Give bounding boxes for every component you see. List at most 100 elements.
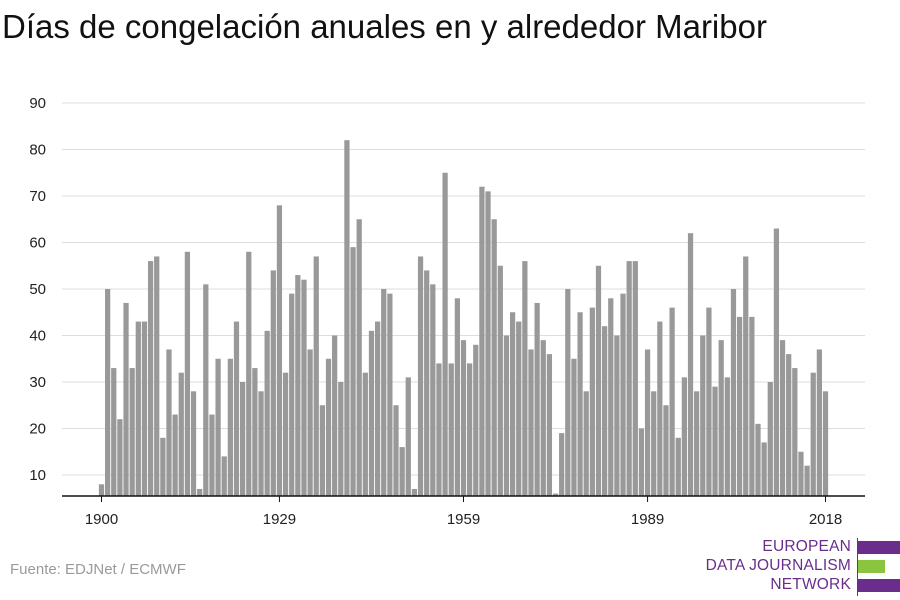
bar-1984 [614,335,620,496]
bar-1933 [301,279,307,496]
bar-1964 [491,219,497,496]
bar-1963 [485,191,491,496]
bar-1979 [583,391,589,496]
bar-1988 [638,428,645,496]
bar-1908 [147,261,154,496]
bar-2013 [792,368,798,496]
bar-1915 [190,391,197,496]
x-tick-label-1900: 1900 [85,511,118,528]
bar-1935 [313,256,319,496]
bar-2000 [712,386,718,496]
bar-1938 [332,335,338,496]
bar-1930 [282,372,289,496]
bar-1901 [105,289,111,496]
x-tick-label-2018: 2018 [809,511,842,528]
y-tick-label-50: 50 [29,281,46,298]
bar-1912 [172,414,178,496]
bar-1980 [589,307,595,496]
bar-1953 [424,270,430,496]
bar-1996 [687,233,694,496]
bar-2010 [773,228,780,497]
bar-1926 [258,391,264,496]
bar-1958 [454,298,460,496]
bar-1993 [669,307,675,496]
bar-1910 [160,437,166,496]
bar-1950 [405,377,411,496]
bar-2015 [804,465,810,496]
bar-1929 [276,205,283,497]
bar-2018 [822,391,829,496]
bar-1924 [246,251,252,496]
logo-bar-green [858,560,885,573]
bar-1944 [368,330,375,496]
bar-1904 [123,302,129,496]
bar-1999 [706,307,712,496]
y-tick-label-80: 80 [29,142,46,159]
bar-1917 [203,284,209,496]
bar-1974 [552,493,559,496]
bar-1977 [571,358,577,496]
bar-1998 [700,335,706,496]
x-tick-label-1959: 1959 [447,511,480,528]
bar-2012 [786,354,792,496]
y-tick-label-90: 90 [29,95,46,112]
bar-1978 [577,312,583,496]
bar-1918 [209,414,215,496]
bar-1911 [166,349,172,496]
bar-1951 [411,488,418,496]
bar-1961 [473,344,479,496]
bar-1900 [98,484,105,496]
bar-2006 [749,316,755,496]
bar-1916 [197,488,203,496]
bar-1985 [620,293,626,496]
bar-1965 [497,265,503,496]
bar-1941 [350,247,356,496]
bar-2011 [779,340,786,496]
logo-line-1: EUROPEAN [762,538,851,555]
bar-1921 [227,358,233,496]
bars [98,140,829,497]
bar-1990 [651,391,657,496]
bar-1955 [436,363,442,496]
logo-divider [857,538,858,596]
bar-1913 [178,372,184,496]
bar-1948 [393,405,399,496]
bar-1981 [595,265,602,496]
bar-1976 [565,289,571,496]
bar-1970 [528,349,534,496]
bar-2008 [761,442,767,496]
bar-1973 [546,354,553,496]
bar-1907 [141,321,148,496]
bar-1991 [657,321,663,496]
bar-1947 [387,293,393,496]
bar-1906 [135,321,141,496]
bar-1945 [374,321,381,496]
bar-1997 [694,391,700,496]
logo-line-3: NETWORK [770,576,851,593]
bar-1920 [221,456,227,496]
bar-1986 [626,261,632,496]
logo-bar-purple-bottom [858,579,900,592]
y-tick-label-20: 20 [29,421,46,438]
bar-1936 [319,405,325,496]
bar-1994 [675,437,681,496]
x-tick-label-1989: 1989 [631,511,664,528]
bar-1943 [362,372,368,496]
y-tick-label-60: 60 [29,235,46,252]
bar-2001 [718,340,724,496]
y-tick-label-30: 30 [29,374,46,391]
bar-1909 [154,256,160,496]
bar-2016 [810,372,816,496]
y-axis-labels: 10 20 30 40 50 60 70 80 90 [29,95,46,484]
bar-1971 [534,302,540,496]
bar-1956 [442,172,448,496]
bar-1905 [129,368,135,496]
bar-1969 [522,261,528,496]
bar-2009 [767,382,773,496]
bar-1925 [252,368,258,496]
bar-1987 [632,261,638,496]
bar-1927 [264,330,270,496]
bar-1914 [184,251,191,496]
bar-1954 [430,284,436,496]
